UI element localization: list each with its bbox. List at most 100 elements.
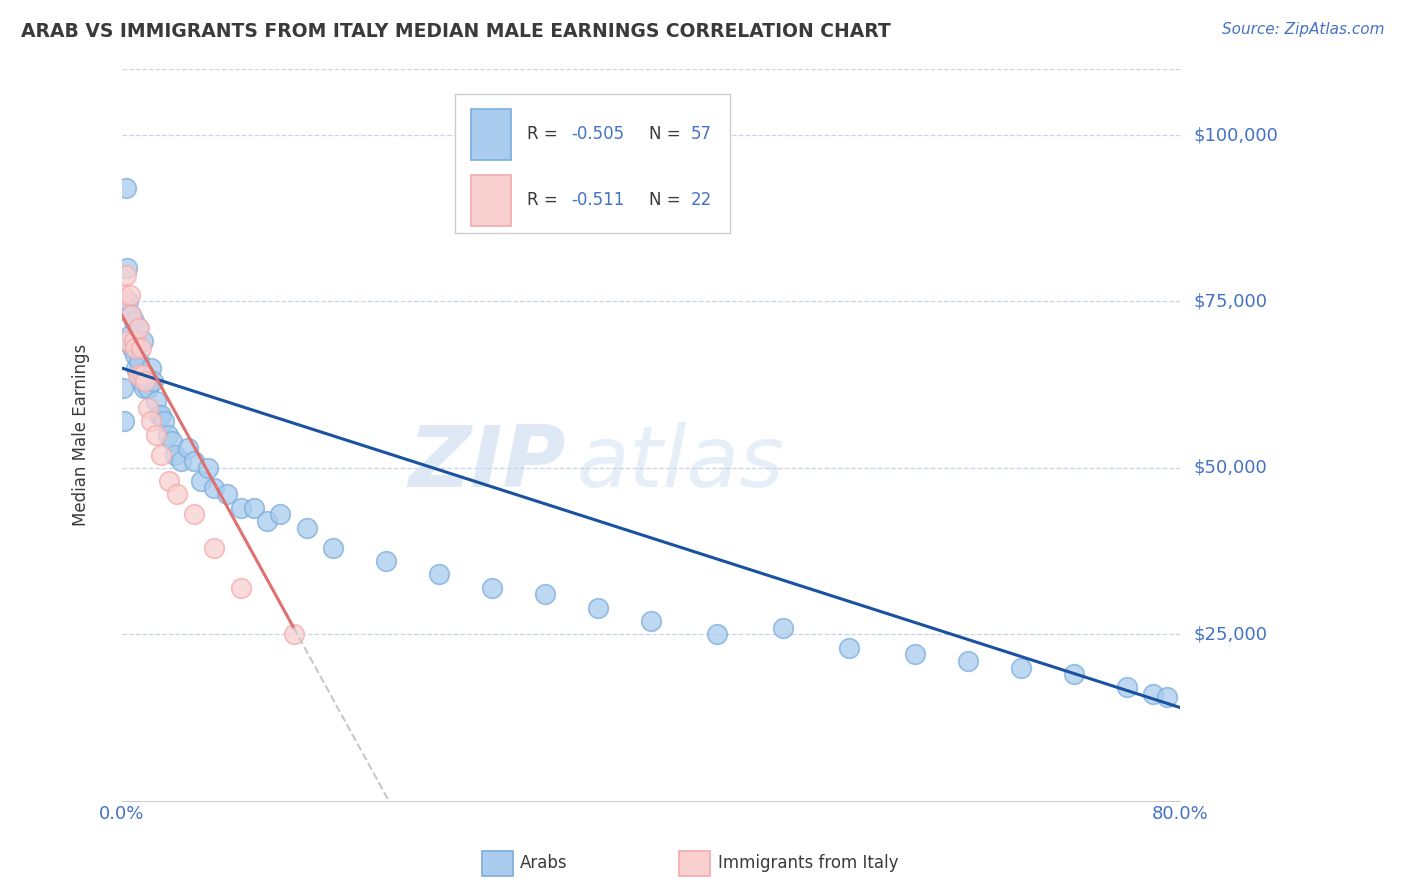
Point	[142, 374, 165, 388]
Point	[295, 521, 318, 535]
Point	[1115, 681, 1137, 695]
Text: R =: R =	[527, 126, 562, 144]
Point	[375, 554, 398, 568]
Point	[1142, 687, 1164, 701]
Point	[114, 181, 136, 195]
Text: 22: 22	[690, 191, 713, 210]
Point	[427, 567, 450, 582]
Text: Immigrants from Italy: Immigrants from Italy	[718, 855, 898, 872]
Point	[1156, 690, 1178, 705]
Point	[134, 381, 156, 395]
Point	[136, 401, 159, 415]
Point	[139, 361, 162, 376]
Point	[131, 341, 153, 355]
Point	[904, 647, 927, 661]
FancyBboxPatch shape	[471, 175, 510, 226]
Point	[128, 354, 150, 368]
Point	[148, 408, 170, 422]
Point	[127, 321, 149, 335]
Point	[131, 374, 153, 388]
Point	[202, 481, 225, 495]
Point	[124, 348, 146, 362]
Point	[122, 314, 145, 328]
Point	[160, 434, 183, 449]
Point	[134, 368, 156, 382]
FancyBboxPatch shape	[471, 109, 510, 160]
Point	[772, 621, 794, 635]
Point	[170, 454, 193, 468]
Text: Median Male Earnings: Median Male Earnings	[73, 343, 90, 525]
Point	[139, 414, 162, 428]
Point	[120, 308, 142, 322]
Point	[153, 414, 176, 428]
Point	[243, 500, 266, 515]
Point	[1010, 660, 1032, 674]
FancyBboxPatch shape	[456, 95, 730, 233]
Text: -0.511: -0.511	[571, 191, 624, 210]
Point	[1063, 667, 1085, 681]
Point	[111, 287, 134, 301]
Point	[121, 341, 143, 355]
Point	[166, 487, 188, 501]
Point	[114, 268, 136, 282]
Point	[481, 581, 503, 595]
Point	[124, 341, 146, 355]
Point	[128, 321, 150, 335]
Text: -0.505: -0.505	[571, 126, 624, 144]
Point	[183, 508, 205, 522]
Point	[122, 334, 145, 349]
Text: $75,000: $75,000	[1194, 293, 1268, 310]
Point	[838, 640, 860, 655]
Text: N =: N =	[648, 126, 686, 144]
Point	[269, 508, 291, 522]
Point	[197, 460, 219, 475]
Point	[190, 474, 212, 488]
Point	[706, 627, 728, 641]
Point	[115, 261, 138, 276]
Point	[111, 381, 134, 395]
Point	[202, 541, 225, 555]
Point	[183, 454, 205, 468]
Point	[115, 334, 138, 349]
Point	[127, 368, 149, 382]
Point	[322, 541, 344, 555]
Point	[157, 474, 180, 488]
Point	[229, 581, 252, 595]
Point	[217, 487, 239, 501]
Text: $50,000: $50,000	[1194, 458, 1267, 477]
Text: atlas: atlas	[576, 422, 785, 506]
Point	[132, 368, 155, 382]
Point	[283, 627, 305, 641]
Point	[117, 294, 139, 309]
Point	[534, 587, 557, 601]
Text: ARAB VS IMMIGRANTS FROM ITALY MEDIAN MALE EARNINGS CORRELATION CHART: ARAB VS IMMIGRANTS FROM ITALY MEDIAN MAL…	[21, 22, 891, 41]
Point	[136, 381, 159, 395]
Text: ZIP: ZIP	[408, 422, 567, 506]
Point	[957, 654, 980, 668]
Point	[640, 614, 662, 628]
Point	[129, 368, 152, 382]
Point	[120, 308, 142, 322]
Point	[145, 394, 167, 409]
Text: N =: N =	[648, 191, 686, 210]
Point	[150, 408, 173, 422]
Point	[112, 414, 135, 428]
Point	[145, 427, 167, 442]
Point	[118, 287, 141, 301]
Text: $25,000: $25,000	[1194, 625, 1268, 643]
Point	[256, 514, 278, 528]
Point	[229, 500, 252, 515]
Point	[134, 374, 156, 388]
Point	[163, 448, 186, 462]
Point	[132, 334, 155, 349]
Point	[156, 427, 179, 442]
Text: $100,000: $100,000	[1194, 126, 1278, 145]
Point	[586, 600, 609, 615]
Text: 57: 57	[690, 126, 711, 144]
Text: R =: R =	[527, 191, 562, 210]
Point	[118, 327, 141, 342]
Text: Source: ZipAtlas.com: Source: ZipAtlas.com	[1222, 22, 1385, 37]
Point	[177, 441, 200, 455]
Point	[125, 361, 148, 376]
Text: Arabs: Arabs	[520, 855, 568, 872]
